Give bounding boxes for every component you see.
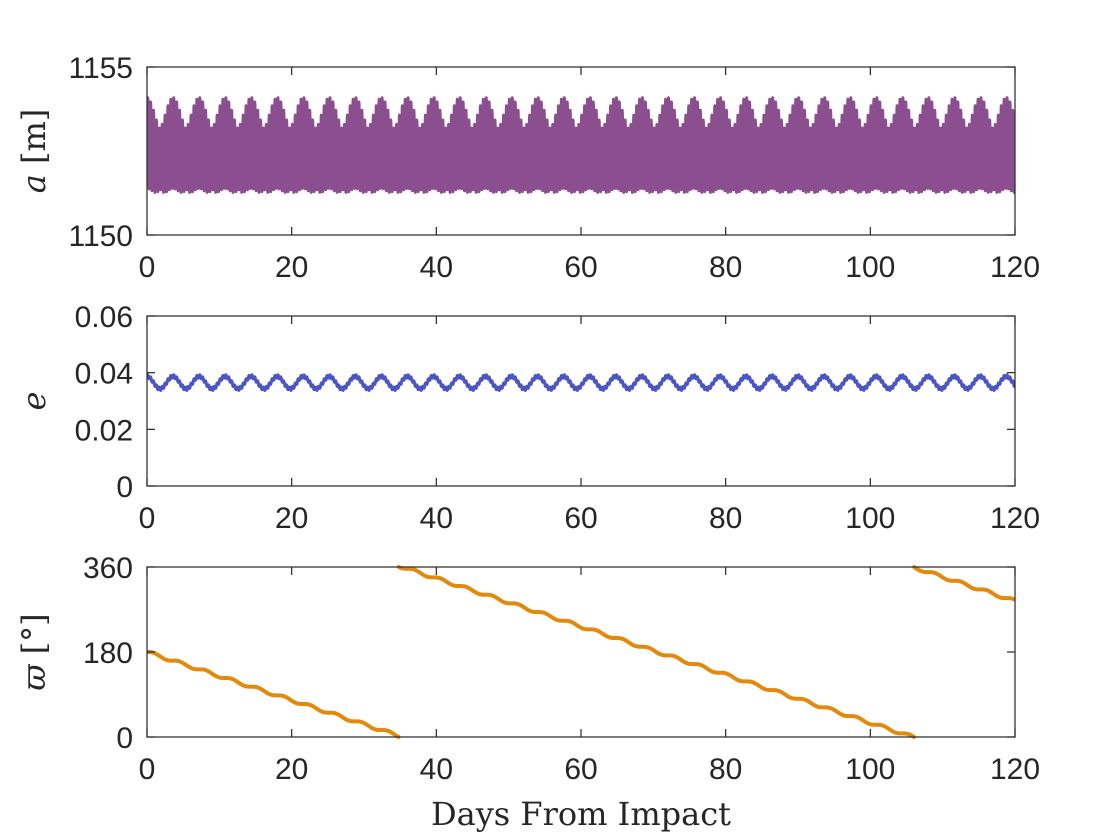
x-tick-label: 120: [990, 753, 1040, 786]
x-tick-label: 60: [564, 753, 597, 786]
x-tick-label: 20: [275, 251, 308, 284]
eccentricity-line: [147, 373, 1015, 392]
x-tick-label: 0: [139, 753, 156, 786]
x-tick-label: 60: [564, 251, 597, 284]
longitude-of-periapsis-series-0: [147, 565, 1015, 739]
y-tick-label: 0.04: [75, 358, 133, 391]
x-tick-label: 60: [564, 502, 597, 535]
y-tick-label: 360: [83, 552, 133, 585]
eccentricity-panel: 0 20 40 60 80 100 120 0 0.02 0.04 0.06 e: [15, 301, 1040, 535]
eccentricity-ylabel: e: [15, 392, 53, 411]
x-axis-label: Days From Impact: [431, 795, 731, 833]
x-tick-label: 100: [845, 251, 895, 284]
y-tick-label: 0: [116, 722, 133, 755]
semi-major-axis-series-0: [147, 96, 1015, 194]
y-tick-label: 0: [116, 471, 133, 504]
x-tick-label: 0: [139, 502, 156, 535]
longitude-of-periapsis-axes-frame: [146, 566, 1016, 738]
longitude-of-periapsis-line-segment-1: [396, 565, 917, 739]
x-tick-label: 20: [275, 502, 308, 535]
longitude-of-periapsis-ylabel: ϖ [°]: [15, 613, 53, 690]
x-tick-label: 80: [709, 502, 742, 535]
longitude-of-periapsis-panel: 0 20 40 60 80 100 120 0 180 360 ϖ [°] Days From Imp…: [15, 552, 1040, 833]
x-tick-label: 80: [709, 753, 742, 786]
x-tick-label: 120: [990, 251, 1040, 284]
semi-major-axis-ylabel: a [m]: [15, 109, 53, 194]
eccentricity-series-0: [147, 373, 1015, 392]
x-tick-label: 120: [990, 502, 1040, 535]
y-tick-label: 1155: [68, 52, 133, 85]
x-tick-label: 40: [420, 753, 453, 786]
x-tick-label: 20: [275, 753, 308, 786]
x-tick-label: 80: [709, 251, 742, 284]
x-tick-label: 40: [420, 251, 453, 284]
x-tick-label: 100: [845, 753, 895, 786]
semi-major-axis-line: [147, 96, 1015, 194]
y-tick-label: 180: [83, 637, 133, 670]
longitude-of-periapsis-line-segment-0: [147, 649, 401, 739]
semi-major-axis-panel: 0 20 40 60 80 100 120 1150 1155 a [m]: [15, 52, 1040, 284]
x-tick-label: 100: [845, 502, 895, 535]
x-tick-label: 0: [139, 251, 156, 284]
longitude-of-periapsis-line-segment-2: [912, 565, 1015, 602]
y-tick-label: 1150: [68, 220, 133, 253]
eccentricity-axes-frame: [146, 315, 1016, 487]
y-tick-label: 0.06: [75, 301, 133, 334]
y-tick-label: 0.02: [75, 414, 133, 447]
x-tick-label: 40: [420, 502, 453, 535]
